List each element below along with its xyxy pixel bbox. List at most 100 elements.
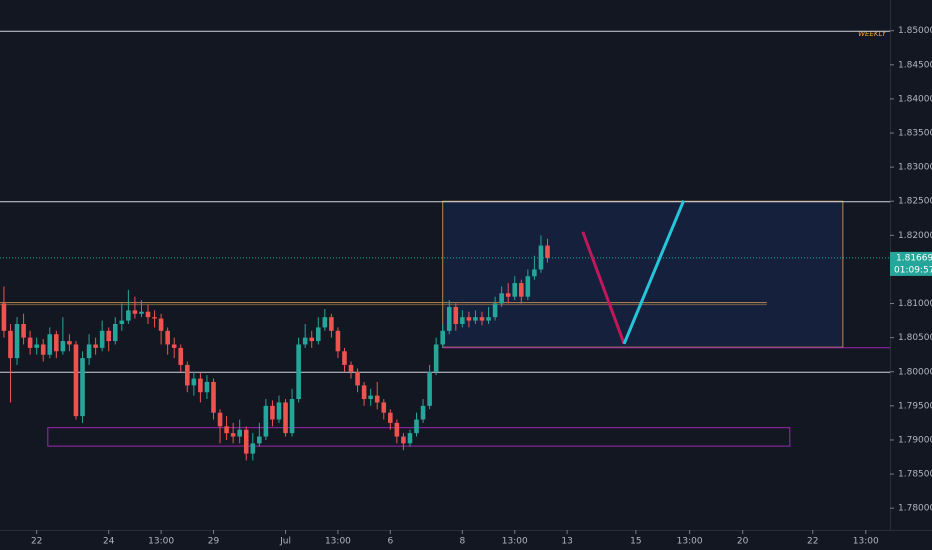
candle-body [407,433,413,444]
watermark: WEEKLY [858,30,887,38]
candle-body [250,443,256,454]
current-price-badge [890,251,932,276]
candle-body [335,330,341,352]
candle-body [302,337,308,345]
candle-body [401,436,406,444]
candle-body [34,344,39,348]
x-tick-label: 13:00 [325,537,351,547]
y-tick-label: 1.78000 [898,504,932,514]
y-tick-label: 1.84500 [898,60,932,70]
candle-body [21,324,26,338]
candle-body [440,330,445,345]
y-tick-label: 1.80000 [898,367,932,377]
candle-body [185,364,190,386]
candle-body [473,317,478,321]
candle-body [519,283,524,297]
candle-body [99,330,105,348]
candle-body [414,419,419,434]
y-tick-label: 1.85000 [898,26,932,36]
candle-body [309,337,315,342]
x-tick-label: 29 [208,537,220,547]
candle-body [289,399,295,434]
candle-body [505,293,511,297]
candle-body [486,317,491,321]
candle-body [158,318,164,331]
candle-body [178,347,184,365]
candle-body [145,311,151,318]
candle-body [492,303,498,318]
candle-body [433,344,439,372]
x-tick-label: Jul [279,537,291,547]
candle-body [40,344,46,355]
candle-body [394,422,400,437]
candle-body [1,303,7,331]
candle-body [152,317,157,319]
candle-body [132,310,138,314]
candle-body [460,317,465,325]
candle-body [80,358,85,417]
candle-body [525,276,531,297]
y-tick-label: 1.80500 [898,333,932,343]
y-tick-label: 1.79500 [898,401,932,411]
candle-body [315,327,321,342]
candle-body [139,311,144,314]
candle-body [60,341,66,352]
candle-body [276,402,282,420]
candle-body [342,351,347,365]
candle-body [512,283,518,297]
candle-body [198,378,203,393]
candle-body [270,405,275,420]
y-tick-label: 1.78500 [898,470,932,480]
candle-body [355,371,360,386]
candle-body [420,405,426,420]
candle-body [296,344,301,400]
candle-body [388,412,393,423]
x-tick-label: 20 [737,537,749,547]
candle-body [165,330,170,345]
zone [47,427,791,447]
candle-body [446,306,452,331]
candle-body [427,371,432,406]
candle-body [224,426,229,434]
x-tick-label: 6 [387,537,393,547]
y-tick-label: 1.83000 [898,163,932,173]
candle-body [538,245,544,270]
zone [442,200,844,348]
candle-body [106,330,112,342]
candle-body [126,310,131,321]
candle-body [73,344,79,417]
countdown-label: 01:09:57 [894,265,932,275]
candle-body [348,364,354,372]
candle-body [532,269,537,277]
x-tick-label: 13:00 [677,537,703,547]
candle-body [14,324,20,359]
candle-body [368,395,373,400]
candle-body [237,429,242,437]
candle-body [283,402,288,434]
y-tick-label: 1.83500 [898,129,932,139]
candle-body [545,245,550,258]
candle-body [171,344,177,348]
candle-body [466,317,472,321]
candle-body [374,395,380,403]
x-tick-label: 15 [630,537,641,547]
x-tick-label: 13 [561,537,572,547]
candle-body [54,334,59,352]
x-tick-label: 13:00 [148,537,174,547]
candle-body [263,405,269,437]
candle-body [453,306,459,325]
candle-body [230,433,236,437]
candle-body [47,334,53,355]
y-tick-label: 1.81000 [898,299,932,309]
x-tick-label: 13:00 [853,537,879,547]
candle-body [243,429,249,454]
candle-body [322,317,328,328]
candle-body [381,402,387,413]
current-price-label: 1.81669 [896,253,932,263]
candle-body [86,344,92,359]
projection-line [581,231,626,345]
x-tick-label: 8 [459,537,465,547]
x-tick-label: 22 [31,537,42,547]
